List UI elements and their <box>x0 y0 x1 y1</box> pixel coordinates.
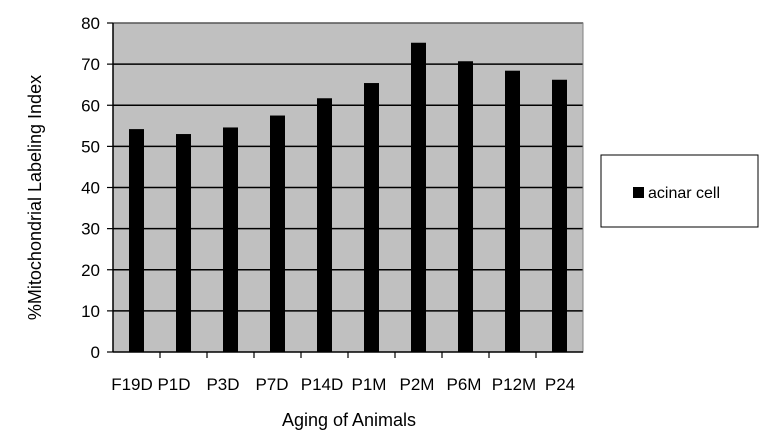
bar-p24 <box>552 79 567 352</box>
x-tick-labels: F19D P1D P3D P7D P14D P1M P2M P6M P12M P24 <box>111 352 575 394</box>
y-tick-label: 0 <box>91 343 100 362</box>
bar-p12m <box>505 70 520 352</box>
y-tick-label: 50 <box>81 137 100 156</box>
bar-p1d <box>176 134 191 352</box>
x-tick-label: P12M <box>492 375 536 394</box>
x-tick-label: P6M <box>447 375 482 394</box>
y-tick-label: 40 <box>81 179 100 198</box>
bar-f19d <box>129 129 144 352</box>
y-tick-label: 70 <box>81 55 100 74</box>
bars <box>129 42 567 353</box>
y-tick-label: 60 <box>81 96 100 115</box>
x-tick-label: F19D <box>111 375 153 394</box>
x-tick-label: P2M <box>400 375 435 394</box>
bar-p1m <box>364 83 379 352</box>
y-axis-title: %Mitochondrial Labeling Index <box>25 75 45 320</box>
y-tick-labels: 0 10 20 30 40 50 60 70 80 <box>81 14 113 362</box>
y-tick-label: 20 <box>81 261 100 280</box>
x-tick-label: P24 <box>545 375 575 394</box>
x-tick-label: P3D <box>206 375 239 394</box>
bar-p14d <box>317 98 332 352</box>
x-tick-label: P1M <box>352 375 387 394</box>
legend: acinar cell <box>600 154 759 228</box>
bar-p3d <box>223 127 238 353</box>
legend-box <box>600 154 759 228</box>
x-tick-label: P14D <box>301 375 344 394</box>
y-tick-label: 80 <box>81 14 100 33</box>
bar-p2m <box>411 42 426 353</box>
bar-p6m <box>458 61 473 353</box>
legend-label: acinar cell <box>648 185 720 202</box>
x-tick-label: P7D <box>255 375 288 394</box>
x-axis-title: Aging of Animals <box>282 410 416 430</box>
y-tick-label: 30 <box>81 220 100 239</box>
x-tick-label: P1D <box>157 375 190 394</box>
legend-swatch <box>633 187 644 198</box>
bar-p7d <box>270 115 285 352</box>
y-tick-label: 10 <box>81 302 100 321</box>
